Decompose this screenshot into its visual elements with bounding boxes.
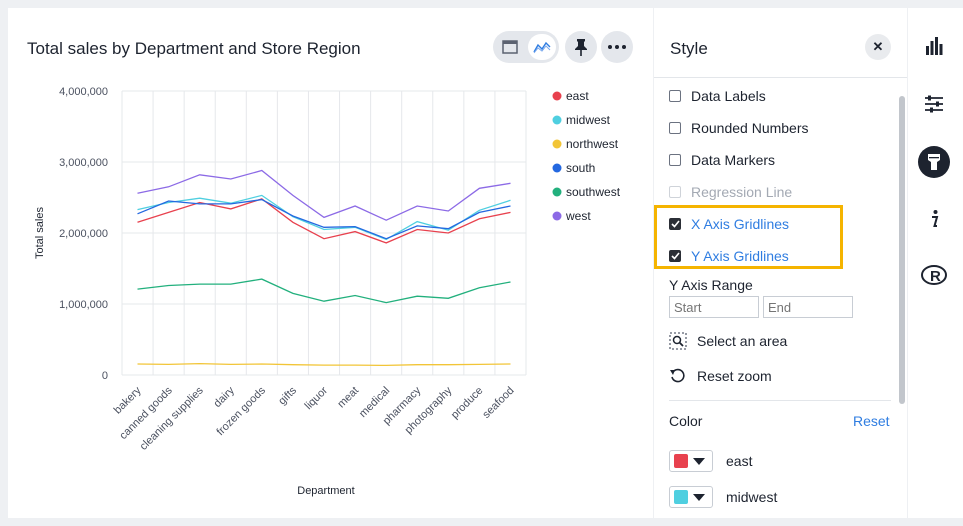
checkbox[interactable] bbox=[669, 154, 681, 166]
color-row-label: east bbox=[726, 453, 753, 469]
x-tick-label: dairy bbox=[212, 384, 238, 410]
style-brush-icon[interactable] bbox=[918, 146, 950, 178]
checkbox-checked[interactable] bbox=[669, 218, 681, 230]
option-y-axis-gridlines[interactable]: Y Axis Gridlines bbox=[669, 248, 789, 264]
scrollbar-thumb[interactable] bbox=[899, 96, 905, 404]
legend-marker-south bbox=[552, 163, 562, 173]
chart-title: Total sales by Department and Store Regi… bbox=[27, 39, 361, 58]
option-label: Regression Line bbox=[691, 184, 793, 200]
color-row-east: east bbox=[669, 450, 752, 472]
line-chart: 01,000,0002,000,0003,000,0004,000,000bak… bbox=[34, 86, 621, 497]
option-label: Data Labels bbox=[691, 88, 766, 104]
option-data-markers[interactable]: Data Markers bbox=[669, 152, 775, 168]
color-row-midwest: midwest bbox=[669, 486, 777, 508]
option-x-axis-gridlines[interactable]: X Axis Gridlines bbox=[669, 216, 789, 232]
caret-down-icon bbox=[693, 493, 705, 501]
divider bbox=[654, 77, 907, 78]
bar-chart-icon[interactable] bbox=[920, 32, 948, 60]
x-tick-label: seafood bbox=[480, 385, 516, 421]
settings-sliders-icon[interactable] bbox=[920, 90, 948, 118]
color-row-label: midwest bbox=[726, 489, 778, 505]
legend-label-midwest: midwest bbox=[566, 113, 611, 127]
color-section-label: Color bbox=[669, 413, 703, 429]
style-panel: Style ✕ Data Labels Rounded Numbers Data… bbox=[654, 8, 907, 518]
y-axis-label: Total sales bbox=[34, 207, 46, 259]
divider bbox=[669, 400, 891, 401]
y-tick-label: 2,000,000 bbox=[59, 228, 108, 240]
y-tick-label: 1,000,000 bbox=[59, 299, 108, 311]
x-axis-label: Department bbox=[297, 485, 354, 497]
checkbox bbox=[669, 186, 681, 198]
chart-view-icon[interactable] bbox=[528, 34, 556, 60]
legend-marker-east bbox=[552, 91, 562, 101]
select-area-icon bbox=[669, 332, 687, 350]
option-label: X Axis Gridlines bbox=[691, 216, 790, 232]
r-logo-icon[interactable]: R bbox=[920, 261, 948, 289]
color-swatch bbox=[674, 490, 688, 504]
option-regression-line: Regression Line bbox=[669, 184, 792, 200]
reset-zoom-button[interactable]: Reset zoom bbox=[669, 367, 772, 385]
x-tick-label: liquor bbox=[303, 384, 331, 412]
view-toggle[interactable] bbox=[493, 31, 559, 63]
legend-label-west: west bbox=[565, 209, 591, 223]
checkbox-checked[interactable] bbox=[669, 250, 681, 262]
series-line-west bbox=[137, 169, 511, 221]
reset-zoom-label: Reset zoom bbox=[697, 368, 772, 384]
reset-zoom-icon bbox=[670, 368, 685, 383]
legend-marker-midwest bbox=[552, 115, 562, 125]
option-label: Y Axis Gridlines bbox=[691, 248, 789, 264]
y-tick-label: 0 bbox=[102, 370, 108, 382]
caret-down-icon bbox=[693, 457, 705, 465]
option-label: Data Markers bbox=[691, 152, 776, 168]
y-tick-label: 3,000,000 bbox=[59, 157, 108, 169]
option-rounded-numbers[interactable]: Rounded Numbers bbox=[669, 120, 809, 136]
legend-label-south: south bbox=[566, 161, 595, 175]
series-line-midwest bbox=[137, 194, 511, 241]
checkbox[interactable] bbox=[669, 122, 681, 134]
y-range-end-input[interactable] bbox=[763, 296, 853, 318]
info-icon[interactable] bbox=[920, 205, 948, 233]
legend-label-east: east bbox=[566, 89, 589, 103]
right-rail: R bbox=[908, 8, 963, 518]
select-area-button[interactable]: Select an area bbox=[669, 332, 787, 350]
close-icon[interactable]: ✕ bbox=[865, 34, 891, 60]
more-icon[interactable] bbox=[601, 31, 633, 63]
legend-label-southwest: southwest bbox=[566, 185, 621, 199]
legend-marker-southwest bbox=[552, 187, 562, 197]
x-tick-label: gifts bbox=[276, 384, 299, 407]
gridlines-highlight bbox=[654, 205, 843, 269]
series-line-south bbox=[137, 198, 511, 240]
checkbox[interactable] bbox=[669, 90, 681, 102]
color-reset-link[interactable]: Reset bbox=[853, 413, 890, 429]
legend-marker-northwest bbox=[552, 139, 562, 149]
y-range-start-input[interactable] bbox=[669, 296, 759, 318]
color-picker-east[interactable] bbox=[669, 450, 713, 472]
y-axis-range-label: Y Axis Range bbox=[669, 277, 753, 293]
series-line-northwest bbox=[137, 362, 511, 367]
color-swatch bbox=[674, 454, 688, 468]
svg-text:R: R bbox=[930, 268, 941, 285]
x-tick-label: produce bbox=[449, 385, 486, 422]
table-view-icon[interactable] bbox=[496, 34, 524, 60]
x-tick-label: meat bbox=[335, 385, 361, 411]
series-line-east bbox=[137, 198, 511, 244]
panel-title: Style bbox=[670, 39, 708, 58]
select-area-label: Select an area bbox=[697, 333, 788, 349]
legend-marker-west bbox=[552, 211, 562, 221]
series-line-southwest bbox=[137, 278, 511, 304]
y-tick-label: 4,000,000 bbox=[59, 86, 108, 98]
chart-card: 0 1,000,000 2,000,000 3,000,000 4,000,000 bak… bbox=[8, 8, 653, 518]
pin-icon[interactable] bbox=[565, 31, 597, 63]
legend-label-northwest: northwest bbox=[566, 137, 619, 151]
option-data-labels[interactable]: Data Labels bbox=[669, 88, 766, 104]
option-label: Rounded Numbers bbox=[691, 120, 809, 136]
color-picker-midwest[interactable] bbox=[669, 486, 713, 508]
